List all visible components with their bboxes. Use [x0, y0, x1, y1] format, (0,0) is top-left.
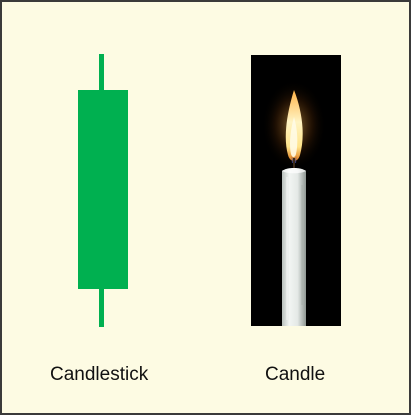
- candle-illustration: [251, 55, 341, 326]
- candlestick-label: Candlestick: [50, 364, 149, 385]
- lit-candle-image: [251, 55, 341, 326]
- candle-label: Candle: [265, 364, 326, 385]
- wick: [293, 158, 295, 170]
- candlestick-upper-wick: [99, 54, 104, 92]
- candlestick-body: [78, 90, 128, 289]
- candle-wax: [282, 168, 306, 326]
- candlestick-lower-wick: [99, 288, 104, 327]
